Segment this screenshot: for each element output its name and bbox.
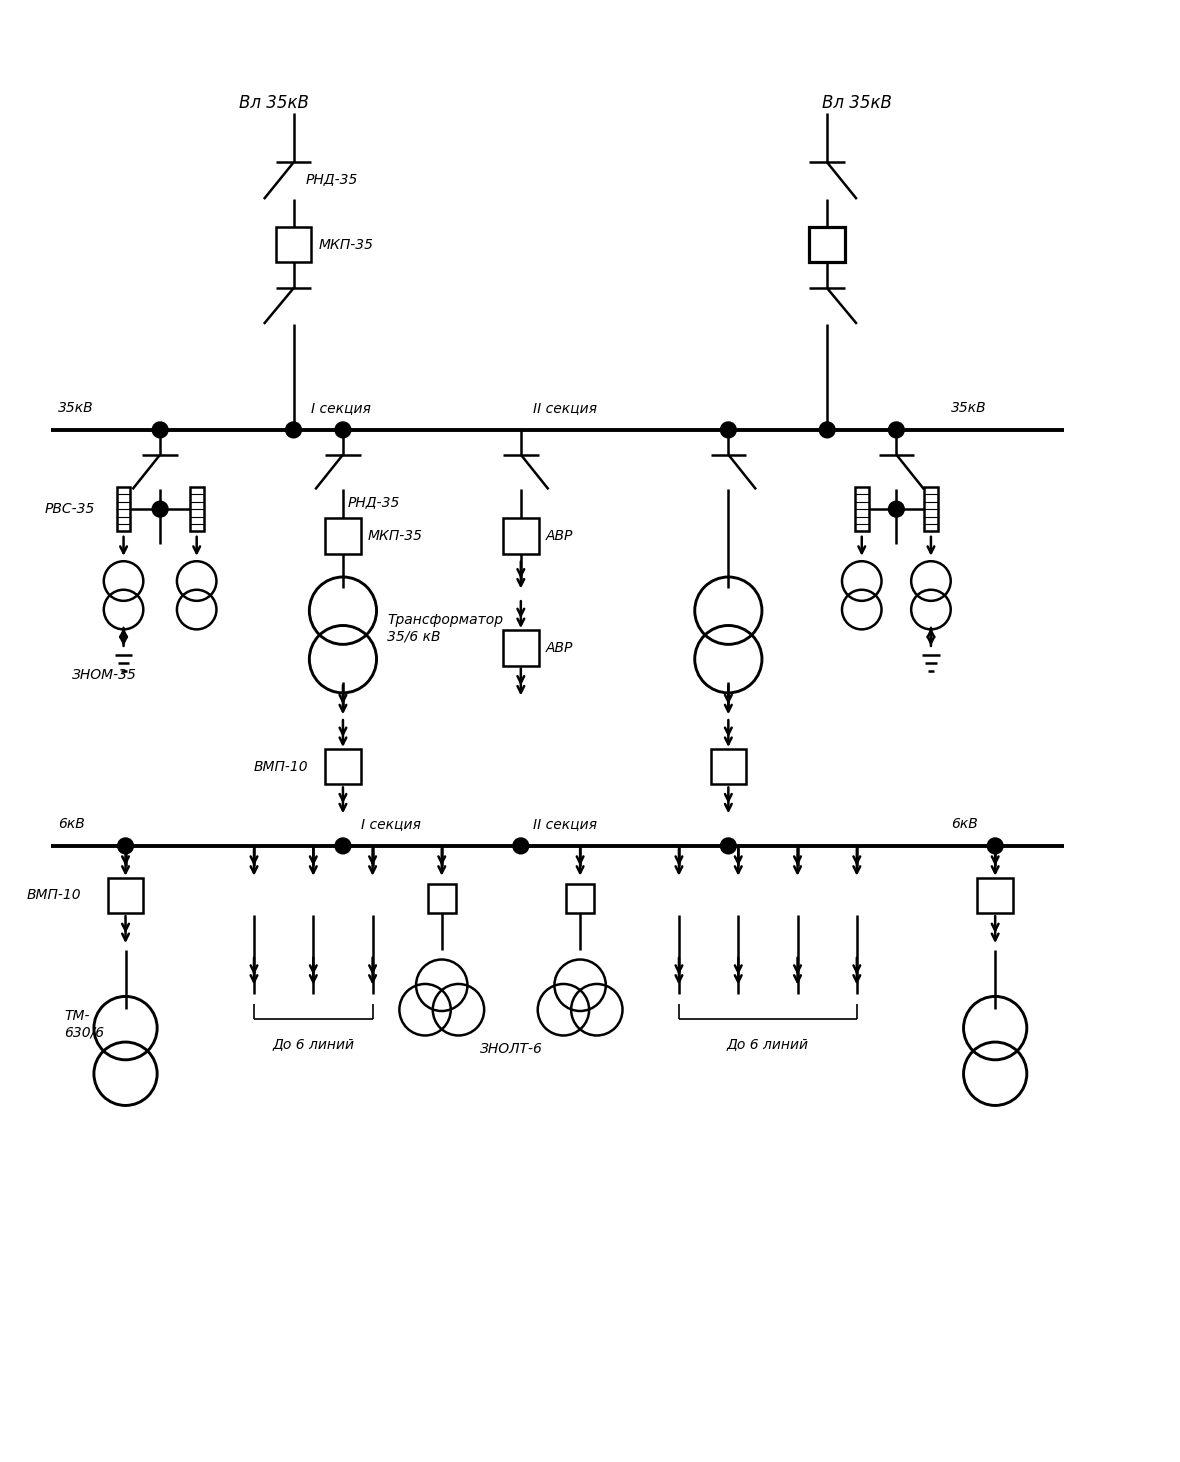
Circle shape (335, 838, 350, 854)
Text: 6кВ: 6кВ (58, 817, 85, 830)
Text: I секция: I секция (361, 817, 420, 830)
Text: 35кВ: 35кВ (58, 401, 94, 415)
Circle shape (819, 423, 835, 437)
Bar (710, 749, 746, 785)
Text: I секция: I секция (312, 401, 372, 415)
Bar (503, 518, 538, 554)
Circle shape (513, 838, 529, 854)
Text: Вл 35кВ: Вл 35кВ (240, 94, 309, 113)
Bar (503, 630, 538, 665)
Text: АВР: АВР (545, 640, 573, 655)
Text: 6кВ: 6кВ (951, 817, 977, 830)
Text: РНД-35: РНД-35 (348, 496, 400, 509)
Text: РВС-35: РВС-35 (45, 501, 94, 516)
Bar (566, 883, 594, 914)
Circle shape (889, 423, 904, 437)
Text: РНД-35: РНД-35 (306, 173, 358, 186)
Circle shape (335, 423, 350, 437)
Bar (326, 749, 361, 785)
Bar (809, 227, 845, 263)
Bar (276, 227, 312, 263)
Text: II секция: II секция (532, 817, 597, 830)
Bar (107, 877, 143, 914)
Text: До 6 линий: До 6 линий (727, 1037, 808, 1051)
Text: МКП-35: МКП-35 (319, 238, 373, 251)
Circle shape (152, 423, 168, 437)
Bar (977, 877, 1012, 914)
Circle shape (721, 423, 736, 437)
Circle shape (721, 838, 736, 854)
Circle shape (118, 838, 133, 854)
Bar (924, 487, 938, 531)
Bar (190, 487, 204, 531)
Text: Вл 35кВ: Вл 35кВ (822, 94, 892, 113)
Bar (326, 518, 361, 554)
Circle shape (152, 501, 168, 518)
Text: ЗНОЛТ-6: ЗНОЛТ-6 (479, 1042, 543, 1056)
Circle shape (889, 501, 904, 518)
Text: ВМП-10: ВМП-10 (254, 760, 309, 773)
Text: II секция: II секция (532, 401, 597, 415)
Text: МКП-35: МКП-35 (368, 529, 422, 542)
Text: АВР: АВР (545, 529, 573, 542)
Bar (854, 487, 868, 531)
Bar (428, 883, 455, 914)
Text: ЗНОМ-35: ЗНОМ-35 (72, 668, 137, 681)
Circle shape (988, 838, 1003, 854)
Text: ВМП-10: ВМП-10 (27, 889, 81, 902)
Text: ТМ-
630/6: ТМ- 630/6 (64, 1009, 104, 1039)
Text: До 6 линий: До 6 линий (273, 1037, 354, 1051)
Text: 35кВ: 35кВ (951, 401, 986, 415)
Bar (117, 487, 131, 531)
Text: Трансформатор
35/6 кВ: Трансформатор 35/6 кВ (387, 613, 504, 643)
Circle shape (286, 423, 301, 437)
